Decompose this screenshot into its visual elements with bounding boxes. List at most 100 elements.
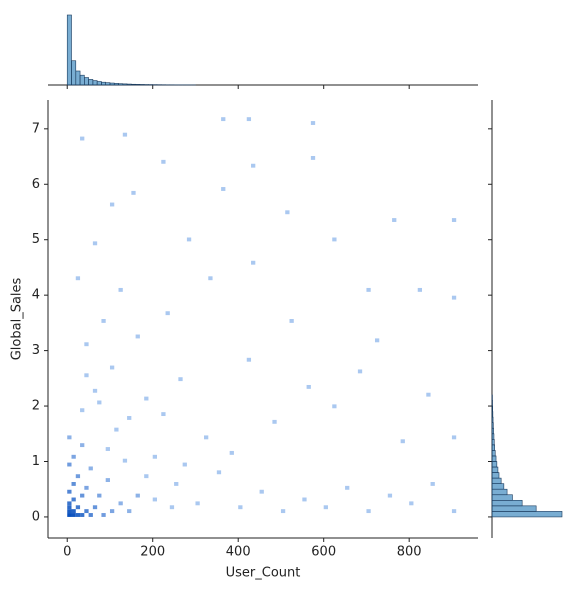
hist2d-cell bbox=[67, 513, 71, 517]
x-tick-label: 600 bbox=[311, 545, 336, 560]
hist2d-cell bbox=[123, 459, 127, 463]
x-tick-label: 0 bbox=[63, 545, 71, 560]
hist2d-cell bbox=[114, 428, 118, 432]
hist2d-cell bbox=[324, 505, 328, 509]
hist2d-cell bbox=[426, 393, 430, 397]
top-marginal-bar bbox=[114, 83, 118, 85]
hist2d-cell bbox=[161, 412, 165, 416]
top-marginal-bar bbox=[127, 84, 131, 85]
hist2d-cell bbox=[67, 463, 71, 467]
hist2d-cell bbox=[217, 470, 221, 474]
right-marginal-bar bbox=[492, 412, 493, 418]
hist2d-cell bbox=[101, 319, 105, 323]
hist2d-cell bbox=[144, 474, 148, 478]
y-tick-label: 1 bbox=[32, 454, 40, 469]
top-marginal-bar bbox=[131, 84, 135, 85]
hist2d-cell bbox=[195, 501, 199, 505]
hist2d-cell bbox=[72, 455, 76, 459]
right-marginal-bar bbox=[492, 439, 494, 445]
hist2d-cell bbox=[260, 490, 264, 494]
top-marginal-bar bbox=[97, 82, 101, 86]
y-tick-label: 0 bbox=[32, 509, 40, 524]
hist2d-cell bbox=[76, 505, 80, 509]
hist2d-cell bbox=[80, 443, 84, 447]
hist2d-cell bbox=[366, 288, 370, 292]
hist2d-cell bbox=[166, 311, 170, 315]
right-marginal-bar bbox=[492, 423, 493, 429]
top-marginal-bar bbox=[80, 75, 84, 85]
top-marginal-bar bbox=[136, 84, 140, 85]
right-marginal-bar bbox=[492, 417, 493, 423]
top-marginal-bar bbox=[93, 81, 97, 85]
hist2d-cell bbox=[106, 447, 110, 451]
hist2d-cell bbox=[174, 482, 178, 486]
right-marginal-bar bbox=[492, 450, 495, 456]
hist2d-cell bbox=[119, 288, 123, 292]
hist2d-cell bbox=[247, 358, 251, 362]
hist2d-cell bbox=[221, 117, 225, 121]
hist2d-cell bbox=[80, 137, 84, 141]
hist2d-cell bbox=[204, 435, 208, 439]
hist2d-cell bbox=[153, 498, 157, 502]
hist2d-cell bbox=[230, 451, 234, 455]
hist2d-cell bbox=[72, 498, 76, 502]
hist2d-cell bbox=[89, 466, 93, 470]
right-marginal-bar bbox=[492, 461, 497, 467]
hist2d-cell bbox=[76, 474, 80, 478]
top-marginal-bar bbox=[106, 83, 110, 85]
hist2d-cell bbox=[401, 439, 405, 443]
hist2d-cell bbox=[452, 509, 456, 513]
hist2d-cell bbox=[247, 117, 251, 121]
hist2d-cell bbox=[89, 513, 93, 517]
hist2d-cell bbox=[332, 404, 336, 408]
right-marginal-bar bbox=[492, 406, 493, 412]
hist2d-cell bbox=[187, 237, 191, 241]
right-marginal-bar bbox=[492, 489, 507, 495]
hist2d-cell bbox=[106, 478, 110, 482]
hist2d-cell bbox=[183, 463, 187, 467]
right-marginal-bar bbox=[492, 511, 562, 517]
hist2d-cell bbox=[127, 416, 131, 420]
hist2d-cell bbox=[67, 509, 71, 513]
hist2d-cell bbox=[67, 505, 71, 509]
hist2d-cell bbox=[72, 513, 76, 517]
y-axis-label: Global_Sales bbox=[10, 277, 25, 360]
hist2d-cell bbox=[101, 513, 105, 517]
hist2d-cell bbox=[178, 377, 182, 381]
hist2d-cell bbox=[67, 435, 71, 439]
hist2d-cell bbox=[84, 373, 88, 377]
y-tick-label: 3 bbox=[32, 343, 40, 358]
hist2d-cell bbox=[251, 164, 255, 168]
hist2d-cell bbox=[170, 505, 174, 509]
hist2d-cell bbox=[345, 486, 349, 490]
top-marginal-bar bbox=[89, 79, 93, 85]
y-tick-label: 5 bbox=[32, 232, 40, 247]
hist2d-cell bbox=[418, 288, 422, 292]
right-marginal-bar bbox=[492, 484, 504, 490]
hist2d-cell bbox=[409, 501, 413, 505]
hist2d-cell bbox=[161, 160, 165, 164]
hist2d-cell bbox=[123, 133, 127, 137]
right-marginal-bar bbox=[492, 401, 493, 407]
hist2d-cell bbox=[67, 490, 71, 494]
hist2d-cell bbox=[332, 237, 336, 241]
x-axis-label: User_Count bbox=[226, 566, 301, 581]
hist2d-cell bbox=[366, 509, 370, 513]
y-tick-label: 4 bbox=[32, 288, 40, 303]
y-tick-label: 7 bbox=[32, 121, 40, 136]
hist2d-cell bbox=[72, 509, 76, 513]
hist2d-cell bbox=[392, 218, 396, 222]
hist2d-cell bbox=[144, 397, 148, 401]
hist2d-cell bbox=[272, 420, 276, 424]
hist2d-cell bbox=[119, 501, 123, 505]
hist2d-cell bbox=[302, 498, 306, 502]
x-tick-label: 400 bbox=[226, 545, 251, 560]
hist2d-cell bbox=[110, 509, 114, 513]
hist2d-cell bbox=[452, 296, 456, 300]
hist2d-cell bbox=[358, 369, 362, 373]
top-marginal-bar bbox=[119, 84, 123, 85]
top-marginal-bar bbox=[84, 78, 88, 85]
hist2d-cell bbox=[311, 121, 315, 125]
top-marginal-bar bbox=[72, 61, 76, 85]
